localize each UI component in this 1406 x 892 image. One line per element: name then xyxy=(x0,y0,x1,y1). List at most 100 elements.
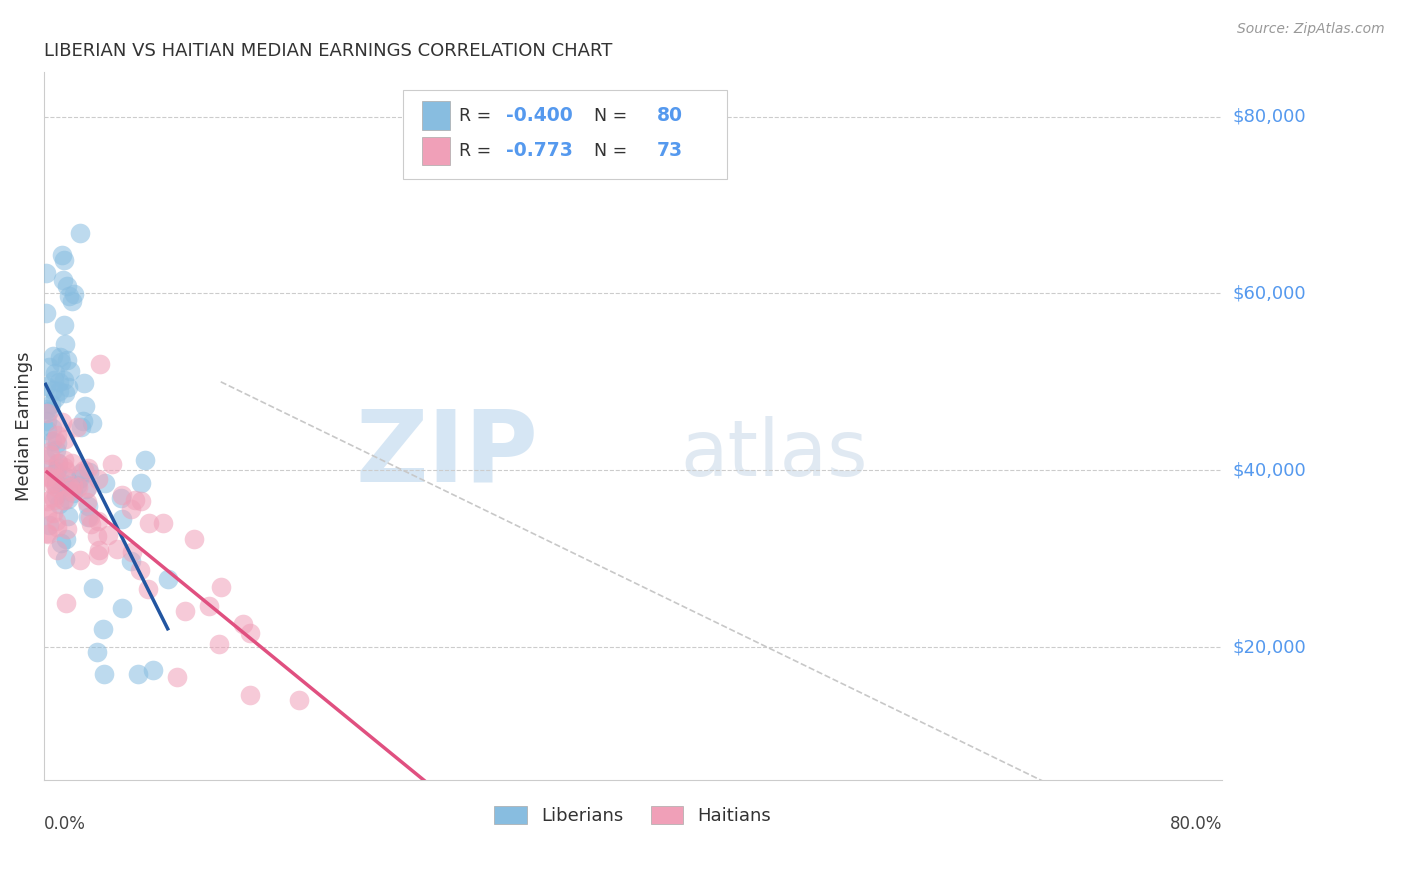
Text: 73: 73 xyxy=(657,142,683,161)
Text: ZIP: ZIP xyxy=(356,406,538,503)
Point xyxy=(89,357,111,371)
Point xyxy=(48,375,70,389)
Point xyxy=(87,548,110,562)
Point xyxy=(77,461,100,475)
Point xyxy=(48,384,70,398)
Point xyxy=(111,600,134,615)
Point xyxy=(39,448,62,462)
Text: -0.400: -0.400 xyxy=(506,106,572,125)
Point xyxy=(62,478,84,492)
Point xyxy=(45,470,67,484)
Point xyxy=(45,488,67,502)
Point xyxy=(38,462,60,476)
Point xyxy=(76,494,98,508)
Point xyxy=(87,472,110,486)
Point xyxy=(56,509,79,524)
Point xyxy=(35,423,58,437)
Point xyxy=(129,475,152,490)
Point xyxy=(120,554,142,568)
Point xyxy=(52,452,75,467)
Point xyxy=(69,553,91,567)
Point xyxy=(73,463,96,477)
Point xyxy=(59,364,82,378)
Text: $60,000: $60,000 xyxy=(1233,285,1306,302)
Point xyxy=(80,516,103,531)
Point xyxy=(56,379,79,393)
Y-axis label: Median Earnings: Median Earnings xyxy=(15,351,32,500)
Point xyxy=(136,582,159,596)
Point xyxy=(62,485,84,500)
Point xyxy=(38,404,60,418)
Point xyxy=(156,572,179,586)
Text: 0.0%: 0.0% xyxy=(44,815,86,833)
Point xyxy=(53,373,76,387)
Point xyxy=(60,293,83,308)
Point xyxy=(42,506,65,520)
Point xyxy=(67,480,90,494)
Point xyxy=(53,386,76,401)
Point xyxy=(208,638,231,652)
Point xyxy=(91,622,114,636)
Point xyxy=(124,493,146,508)
FancyBboxPatch shape xyxy=(404,90,727,178)
Point xyxy=(70,420,93,434)
Point xyxy=(166,670,188,684)
Point xyxy=(86,529,108,543)
Point xyxy=(45,443,67,458)
Point xyxy=(63,287,86,301)
Point xyxy=(52,253,75,268)
Point xyxy=(82,581,104,595)
Point xyxy=(56,522,79,536)
Point xyxy=(75,482,97,496)
FancyBboxPatch shape xyxy=(422,136,450,165)
Point xyxy=(58,289,80,303)
Point xyxy=(34,379,56,393)
Point xyxy=(66,420,89,434)
Point xyxy=(53,337,76,351)
Point xyxy=(42,490,65,504)
Point xyxy=(79,510,101,524)
FancyBboxPatch shape xyxy=(422,102,450,129)
Point xyxy=(67,472,90,486)
Point xyxy=(42,475,65,489)
Point xyxy=(138,516,160,530)
Text: $80,000: $80,000 xyxy=(1233,108,1306,126)
Point xyxy=(53,492,76,507)
Point xyxy=(131,494,153,508)
Point xyxy=(77,500,100,514)
Point xyxy=(66,478,89,492)
Point xyxy=(45,477,67,491)
Point xyxy=(38,517,60,532)
Point xyxy=(77,509,100,524)
Point xyxy=(87,514,110,528)
Point xyxy=(48,497,70,511)
Text: -0.773: -0.773 xyxy=(506,142,572,161)
Point xyxy=(70,466,93,480)
Point xyxy=(35,452,58,467)
Point xyxy=(142,664,165,678)
Point xyxy=(56,492,79,507)
Point xyxy=(121,545,143,559)
Text: 80.0%: 80.0% xyxy=(1170,815,1222,833)
Point xyxy=(53,318,76,332)
Point xyxy=(174,603,197,617)
Point xyxy=(51,480,73,494)
Point xyxy=(44,433,66,447)
Point xyxy=(94,476,117,491)
Point xyxy=(59,483,82,498)
Point xyxy=(42,383,65,397)
Point xyxy=(46,520,69,534)
Point xyxy=(73,376,96,390)
Point xyxy=(35,306,58,320)
Point xyxy=(86,645,108,659)
Point xyxy=(42,493,65,508)
Point xyxy=(35,414,58,428)
Point xyxy=(46,456,69,470)
Point xyxy=(97,528,120,542)
Point xyxy=(52,477,75,491)
Point xyxy=(288,693,311,707)
Point xyxy=(128,563,150,577)
Point xyxy=(41,421,63,435)
Point xyxy=(52,492,75,507)
Point xyxy=(77,465,100,479)
